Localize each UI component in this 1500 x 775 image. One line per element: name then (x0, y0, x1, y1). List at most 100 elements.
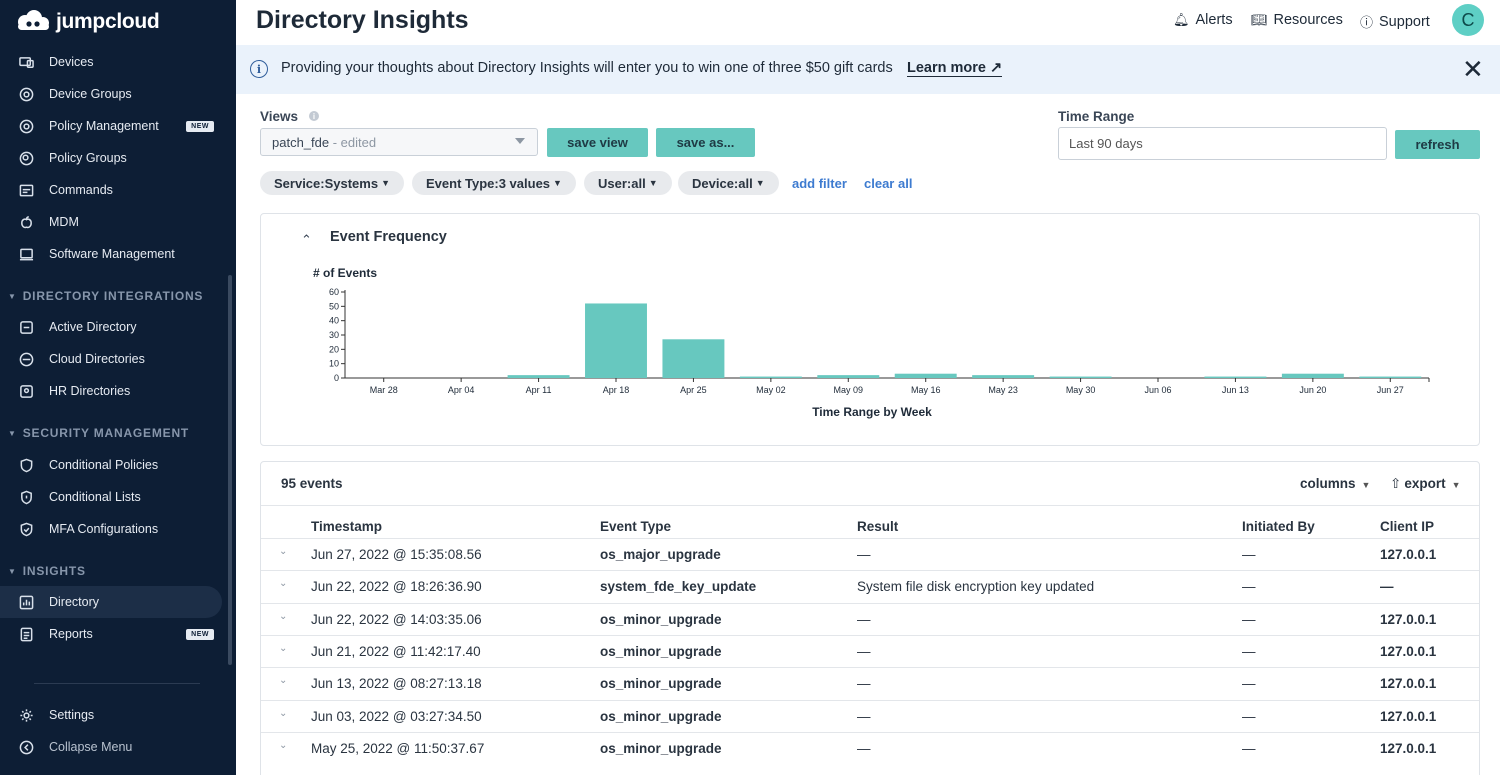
sidebar-item-active-directory[interactable]: Active Directory (0, 311, 222, 343)
sidebar-item-conditional-policies[interactable]: Conditional Policies (0, 449, 222, 481)
sidebar-item-conditional-lists[interactable]: Conditional Lists (0, 481, 222, 513)
sidebar-item-directory[interactable]: Directory (0, 586, 222, 618)
sidebar-item-policy-management[interactable]: Policy Management NEW (0, 110, 222, 142)
clear-all-link[interactable]: clear all (864, 176, 913, 191)
views-selected: patch_fde (272, 135, 330, 150)
cell-initiated-by: — (1242, 708, 1256, 724)
cell-client-ip: 127.0.0.1 (1380, 740, 1437, 756)
logo-text: jumpcloud (56, 10, 160, 33)
expand-chevron-icon[interactable]: ⌄ (279, 610, 288, 622)
table-row[interactable]: ⌄ Jun 21, 2022 @ 11:42:17.40 os_minor_upgr… (261, 634, 1479, 667)
chart-icon (18, 594, 34, 610)
hr-directories-icon (18, 383, 34, 399)
cell-timestamp: Jun 22, 2022 @ 18:26:36.90 (311, 579, 482, 595)
expand-chevron-icon[interactable]: ⌄ (279, 578, 288, 590)
cell-result: — (857, 643, 871, 659)
event-count: 95 events (281, 476, 343, 491)
sidebar-item-reports[interactable]: Reports NEW (0, 618, 222, 650)
views-select[interactable]: patch_fde - edited (260, 128, 538, 156)
filter-pill-device[interactable]: Device: all ▼ (678, 171, 779, 195)
close-icon[interactable]: ✕ (1462, 54, 1484, 84)
sidebar-item-hr-directories[interactable]: HR Directories (0, 375, 222, 407)
x-tick-label: May 30 (1066, 385, 1096, 395)
sidebar-item-software-management[interactable]: Software Management (0, 238, 222, 270)
software-icon (18, 246, 34, 262)
resources-button[interactable]: 📖︎ Resources (1251, 12, 1343, 28)
alerts-button[interactable]: 🔔︎ Alerts (1173, 12, 1233, 28)
sidebar-item-cloud-directories[interactable]: Cloud Directories (0, 343, 222, 375)
sidebar-item-mfa-configurations[interactable]: MFA Configurations (0, 513, 222, 545)
export-dropdown[interactable]: ⇧ export ▼ (1390, 476, 1461, 492)
sidebar-item-label: Software Management (49, 247, 175, 261)
event-frequency-card: ⌃ Event Frequency # of Events 0 10 20 30 40 50… (260, 213, 1480, 446)
column-header-initiated-by[interactable]: Initiated By (1242, 519, 1315, 534)
sidebar-item-commands[interactable]: Commands (0, 174, 222, 206)
filter-pill-service[interactable]: Service: Systems ▼ (260, 171, 404, 195)
cell-client-ip: 127.0.0.1 (1380, 547, 1437, 562)
jumpcloud-logo[interactable]: jumpcloud (12, 8, 160, 36)
section-security-management[interactable]: ▼ SECURITY MANAGEMENT (8, 425, 189, 441)
alerts-label: Alerts (1195, 12, 1233, 28)
sidebar-item-devices[interactable]: Devices (0, 46, 222, 78)
cell-event-type: os_minor_upgrade (600, 676, 722, 692)
section-directory-integrations[interactable]: ▼ DIRECTORY INTEGRATIONS (8, 288, 203, 304)
filter-pill-user[interactable]: User: all ▼ (584, 171, 672, 195)
y-tick-label: 30 (329, 330, 339, 340)
cell-event-type: os_minor_upgrade (600, 611, 722, 627)
column-header-timestamp[interactable]: Timestamp (311, 519, 383, 534)
avatar[interactable]: C (1452, 4, 1484, 36)
collapse-icon (18, 739, 34, 755)
expand-chevron-icon[interactable]: ⌄ (279, 707, 288, 719)
x-tick-label: May 16 (911, 385, 941, 395)
table-row[interactable]: ⌄ Jun 27, 2022 @ 15:35:08.56 os_major_upgr… (261, 538, 1479, 570)
devices-icon (18, 54, 34, 70)
chevron-up-icon[interactable]: ⌃ (301, 232, 312, 247)
info-icon[interactable]: i (309, 111, 319, 121)
y-tick-label: 40 (329, 316, 339, 326)
sidebar-item-mdm[interactable]: MDM (0, 206, 222, 238)
table-row[interactable]: ⌄ Jun 22, 2022 @ 14:03:35.06 os_minor_upgr… (261, 602, 1479, 635)
filter-key: Event Type: (426, 175, 499, 191)
sidebar-item-label: Conditional Policies (49, 458, 159, 472)
column-header-result[interactable]: Result (857, 519, 899, 534)
device-groups-icon (18, 86, 34, 102)
support-button[interactable]: ⓘ Support (1360, 12, 1430, 31)
expand-chevron-icon[interactable]: ⌄ (279, 675, 288, 687)
table-row[interactable]: ⌄ Jun 13, 2022 @ 08:27:13.18 os_minor_upgr… (261, 667, 1479, 699)
columns-label: columns (1300, 476, 1356, 491)
learn-more-link[interactable]: Learn more ↗ (907, 60, 1003, 77)
save-view-button[interactable]: save view (547, 128, 648, 157)
sidebar-item-collapse-menu[interactable]: Collapse Menu (0, 731, 222, 763)
book-icon: 📖︎ (1251, 12, 1268, 27)
table-row[interactable]: ⌄ May 25, 2022 @ 11:50:37.67 os_minor_upgr… (261, 731, 1479, 764)
sidebar-item-device-groups[interactable]: Device Groups (0, 78, 222, 110)
sidebar-item-settings[interactable]: Settings (0, 699, 222, 731)
save-as-button[interactable]: save as... (656, 128, 755, 157)
column-header-event-type[interactable]: Event Type (600, 519, 672, 534)
columns-dropdown[interactable]: columns ▼ (1300, 476, 1370, 491)
column-header-client-ip[interactable]: Client IP (1380, 519, 1435, 534)
add-filter-link[interactable]: add filter (792, 176, 847, 191)
chevron-down-icon: ▼ (1361, 480, 1371, 490)
y-axis-label: # of Events (313, 266, 377, 280)
policy-icon (18, 118, 34, 134)
sidebar-item-label: Devices (49, 55, 94, 69)
filter-pill-event-type[interactable]: Event Type: 3 values ▼ (412, 171, 576, 195)
cell-result: — (857, 611, 871, 627)
expand-chevron-icon[interactable]: ⌄ (279, 546, 288, 557)
section-insights[interactable]: ▼ INSIGHTS (8, 563, 86, 579)
table-row[interactable]: ⌄ Jun 03, 2022 @ 03:27:34.50 os_minor_upgr… (261, 699, 1479, 732)
sidebar-scrollbar[interactable] (228, 275, 232, 665)
expand-chevron-icon[interactable]: ⌄ (279, 642, 288, 654)
refresh-button[interactable]: refresh (1395, 130, 1480, 159)
banner-text: Providing your thoughts about Directory … (281, 60, 893, 76)
cell-timestamp: Jun 03, 2022 @ 03:27:34.50 (311, 708, 482, 724)
x-tick-label: Mar 28 (370, 385, 398, 395)
table-row[interactable]: ⌄ Jun 22, 2022 @ 18:26:36.90 system_fde_ke… (261, 570, 1479, 602)
time-range-input[interactable]: Last 90 days (1058, 127, 1387, 160)
x-tick-label: Apr 04 (448, 385, 475, 395)
expand-chevron-icon[interactable]: ⌄ (279, 739, 288, 751)
bar (1281, 373, 1344, 378)
filter-value: all (631, 175, 646, 191)
sidebar-item-policy-groups[interactable]: Policy Groups (0, 142, 222, 174)
